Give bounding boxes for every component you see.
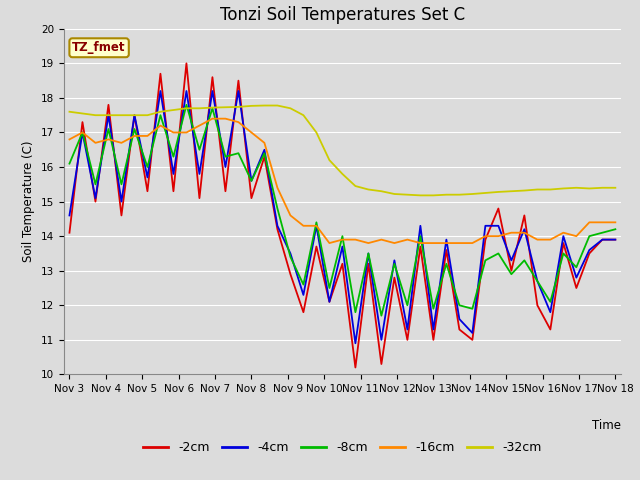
Text: Time: Time — [592, 420, 621, 432]
Text: TZ_fmet: TZ_fmet — [72, 41, 126, 54]
Y-axis label: Soil Temperature (C): Soil Temperature (C) — [22, 141, 35, 263]
Legend: -2cm, -4cm, -8cm, -16cm, -32cm: -2cm, -4cm, -8cm, -16cm, -32cm — [138, 436, 547, 459]
Title: Tonzi Soil Temperatures Set C: Tonzi Soil Temperatures Set C — [220, 6, 465, 24]
